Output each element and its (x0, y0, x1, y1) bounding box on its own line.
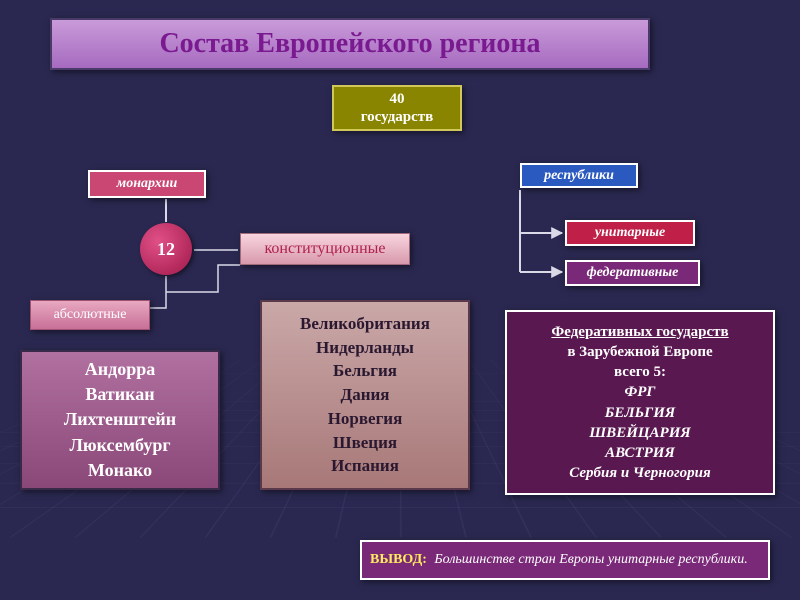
list-item: БЕЛЬГИЯ (605, 403, 675, 423)
republic-label: республики (520, 163, 638, 188)
list-item: Бельгия (333, 359, 397, 383)
federal-states-panel: Федеративных государств в Зарубежной Евр… (505, 310, 775, 495)
list-item: Великобритания (300, 312, 430, 336)
count-text: 40государств (361, 90, 434, 126)
absolute-monarchies-list: Андорра Ватикан Лихтенштейн Люксембург М… (20, 350, 220, 490)
federal-header: Федеративных государств (551, 322, 728, 342)
conclusion-text: ВЫВОД: Большинстве стран Европы унитарны… (370, 552, 748, 568)
title-box: Состав Европейского региона (50, 18, 650, 70)
list-item: Испания (331, 454, 399, 478)
federal-sub2: всего 5: (614, 362, 666, 382)
constitutional-monarchies-list: Великобритания Нидерланды Бельгия Дания … (260, 300, 470, 490)
list-item: Сербия и Черногория (569, 463, 710, 483)
title-text: Состав Европейского региона (159, 28, 540, 60)
monarchy-label: монархии (88, 170, 206, 198)
federal-sub1: в Зарубежной Европе (567, 342, 712, 362)
conclusion-box: ВЫВОД: Большинстве стран Европы унитарны… (360, 540, 770, 580)
list-item: Нидерланды (316, 336, 414, 360)
list-item: Норвегия (328, 407, 403, 431)
list-item: Ватикан (85, 382, 154, 407)
list-item: АВСТРИЯ (605, 443, 675, 463)
list-item: Андорра (85, 357, 156, 382)
count-box: 40государств (332, 85, 462, 131)
constitutional-label: конституционные (240, 233, 410, 265)
list-item: Люксембург (69, 433, 170, 458)
list-item: Лихтенштейн (64, 407, 176, 432)
federal-label: федеративные (565, 260, 700, 286)
list-item: Дания (341, 383, 390, 407)
monarchy-count-circle: 12 (140, 223, 192, 275)
unitary-label: унитарные (565, 220, 695, 246)
list-item: ФРГ (625, 382, 656, 402)
list-item: Монако (88, 458, 152, 483)
absolute-label: абсолютные (30, 300, 150, 330)
list-item: Швеция (333, 431, 397, 455)
list-item: ШВЕЙЦАРИЯ (589, 423, 690, 443)
